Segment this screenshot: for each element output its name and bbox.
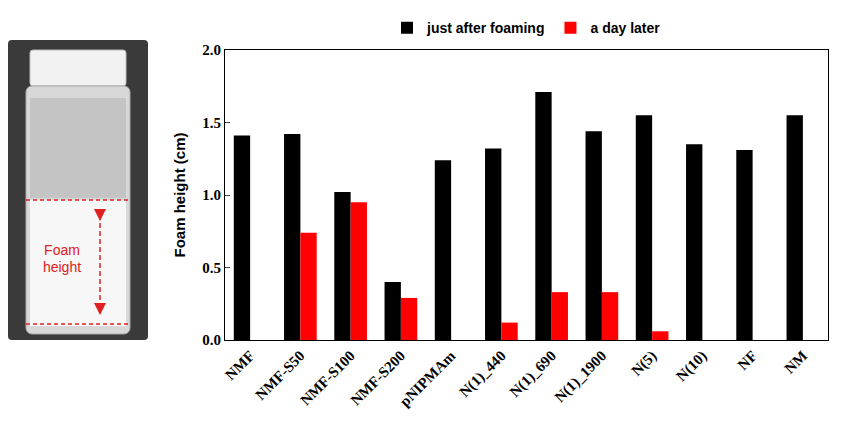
svg-text:a day later: a day later (590, 20, 660, 36)
svg-text:0.0: 0.0 (202, 332, 221, 348)
svg-text:NF: NF (735, 348, 760, 373)
svg-text:just after foaming: just after foaming (426, 20, 544, 36)
svg-text:N(1)_1900: N(1)_1900 (551, 348, 610, 407)
svg-text:Foamheight: Foamheight (43, 242, 81, 275)
svg-text:0.5: 0.5 (202, 260, 221, 276)
svg-text:NMF-S200: NMF-S200 (347, 348, 408, 409)
svg-text:NMF-S50: NMF-S50 (252, 348, 308, 404)
svg-text:N(1)_690: N(1)_690 (506, 348, 559, 401)
svg-text:N(1)_440: N(1)_440 (456, 348, 509, 401)
svg-text:1.5: 1.5 (202, 115, 221, 131)
svg-text:NM: NM (781, 348, 810, 377)
svg-text:2.0: 2.0 (202, 42, 221, 58)
svg-text:pNIPMAm: pNIPMAm (397, 347, 459, 409)
svg-text:Foam height (cm): Foam height (cm) (171, 132, 188, 257)
svg-text:N(10): N(10) (673, 348, 710, 385)
svg-text:N(5): N(5) (628, 348, 660, 380)
svg-text:NMF: NMF (222, 348, 257, 383)
svg-text:NMF-S100: NMF-S100 (297, 348, 358, 409)
svg-text:1.0: 1.0 (202, 187, 221, 203)
